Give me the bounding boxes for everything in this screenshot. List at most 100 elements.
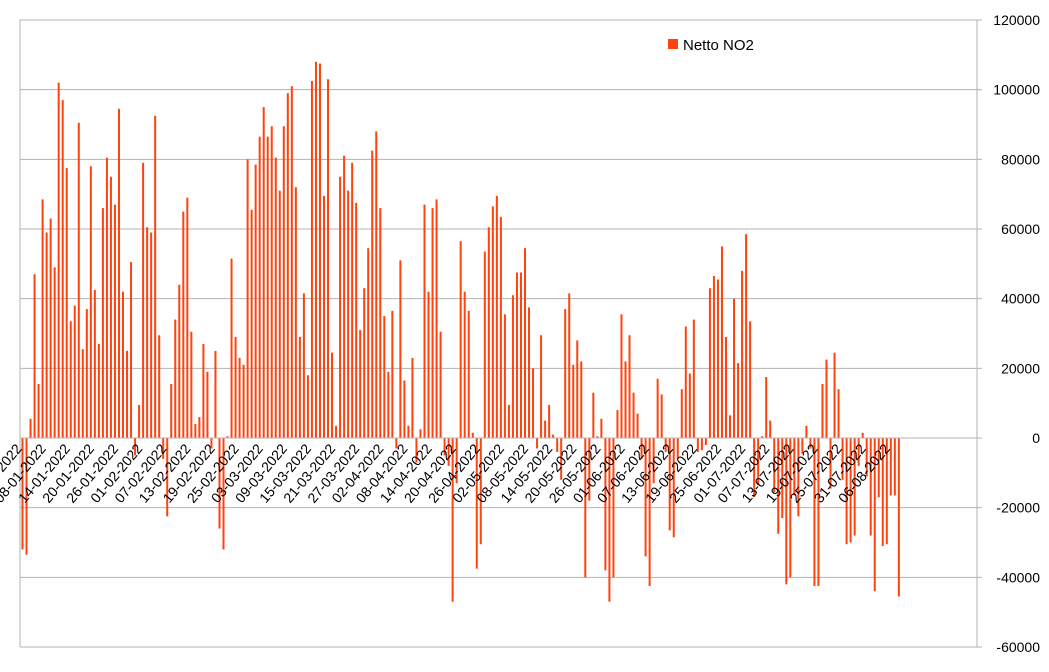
bar — [672, 438, 675, 538]
bar — [258, 136, 261, 438]
bar — [190, 331, 193, 438]
bar — [262, 107, 265, 438]
bar — [825, 359, 828, 439]
bar — [230, 258, 233, 438]
bar — [716, 279, 719, 438]
bar — [355, 202, 358, 439]
bar — [467, 310, 470, 438]
bar — [676, 438, 679, 459]
bar — [556, 438, 559, 452]
bar — [97, 343, 100, 438]
bar — [182, 211, 185, 438]
bar — [889, 438, 892, 496]
legend: Netto NO2 — [668, 37, 754, 54]
bar — [845, 438, 848, 545]
y-tick-label: 40000 — [1001, 291, 1040, 307]
bar — [443, 438, 446, 456]
bar — [801, 438, 804, 454]
bar — [302, 293, 305, 438]
bar — [608, 438, 611, 602]
bar — [624, 361, 627, 438]
bar — [69, 321, 72, 438]
bar — [138, 404, 141, 438]
bar — [881, 438, 884, 546]
bar — [636, 413, 639, 438]
bar — [122, 291, 124, 438]
bar — [93, 289, 96, 438]
bar — [77, 122, 80, 438]
x-axis-tick-labels: 02-01-202208-01-202214-01-202220-01-2022… — [0, 440, 893, 505]
bar — [773, 438, 776, 492]
y-tick-label: 80000 — [1001, 151, 1040, 167]
bar — [712, 276, 715, 438]
bar — [483, 251, 486, 438]
bar — [57, 82, 60, 438]
bar-series-netto-no2 — [21, 61, 900, 602]
y-tick-label: 0 — [1032, 430, 1040, 446]
bar — [73, 305, 76, 438]
bar — [290, 86, 293, 439]
bar — [680, 389, 683, 438]
bar — [733, 298, 736, 438]
bar — [833, 352, 836, 438]
bar — [584, 438, 587, 578]
bar — [399, 260, 402, 438]
bar — [286, 93, 289, 439]
bar — [813, 438, 816, 587]
bar — [805, 425, 808, 438]
bar — [170, 384, 173, 438]
bar — [379, 208, 382, 438]
bar — [604, 438, 607, 571]
bar — [809, 438, 812, 449]
axes — [19, 19, 982, 648]
bar — [737, 363, 740, 438]
bar — [282, 126, 285, 439]
bar — [37, 384, 40, 438]
bar — [343, 155, 346, 438]
bar — [29, 418, 32, 438]
bar — [85, 309, 88, 438]
bar — [688, 373, 691, 438]
bar — [206, 371, 209, 438]
bar — [877, 438, 880, 498]
bar — [335, 425, 338, 438]
bar — [781, 438, 784, 519]
bar — [214, 350, 217, 438]
bar — [789, 438, 792, 578]
bar — [81, 349, 84, 438]
bar — [45, 232, 48, 438]
y-tick-label: -20000 — [996, 500, 1040, 516]
bar — [769, 420, 772, 438]
bar — [588, 438, 591, 501]
bar — [134, 438, 137, 456]
bar — [162, 438, 165, 459]
bar — [49, 218, 52, 438]
bar — [351, 162, 354, 438]
bar — [65, 168, 68, 439]
bar — [186, 197, 189, 438]
bar — [616, 410, 619, 438]
bar — [580, 361, 583, 438]
bar — [511, 295, 514, 438]
bar — [41, 199, 44, 438]
bar — [729, 415, 732, 438]
bar — [499, 216, 502, 438]
bar — [194, 424, 197, 438]
bar — [853, 438, 856, 536]
bar — [560, 438, 563, 480]
bar — [89, 166, 92, 439]
bar — [25, 438, 28, 555]
bar — [142, 162, 145, 438]
bar — [628, 335, 631, 438]
bar — [829, 438, 832, 489]
bar — [419, 429, 422, 438]
bar — [700, 438, 703, 451]
bar — [532, 368, 535, 438]
bar — [664, 438, 667, 452]
bar — [339, 176, 342, 438]
bar — [411, 357, 414, 438]
bar — [33, 274, 36, 438]
bar — [427, 291, 430, 438]
